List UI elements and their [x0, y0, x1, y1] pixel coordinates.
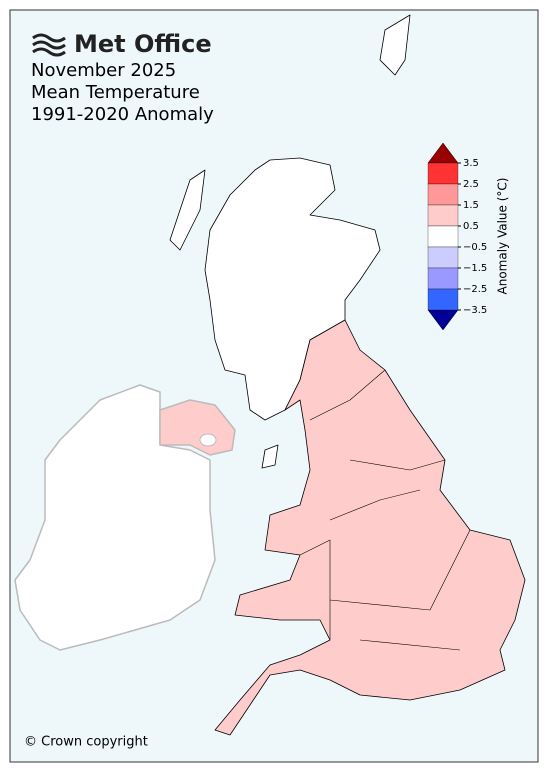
wave [32, 40, 66, 50]
colorbar-tick-label: −2.5 [463, 284, 487, 295]
england-wales [214, 319, 526, 736]
wave [32, 33, 66, 43]
colorbar-bin [427, 204, 459, 227]
period: 1991-2020 Anomaly [31, 104, 214, 125]
colorbar-tick-label: −3.5 [463, 305, 487, 316]
colorbar-bin [427, 225, 459, 248]
wave [32, 47, 66, 57]
map [14, 14, 526, 736]
colorbar-bin [427, 162, 459, 185]
title: November 2025 [31, 60, 176, 81]
colorbar-bin [427, 267, 459, 290]
colorbar-tick-label: 3.5 [463, 158, 479, 169]
colorbar-tick-label: 0.5 [463, 221, 479, 232]
ireland [14, 384, 216, 651]
colorbar-tick-label: 2.5 [463, 179, 479, 190]
colorbar-tick-label: −0.5 [463, 242, 487, 253]
colorbar-tick-label: 1.5 [463, 200, 479, 211]
region-borders [299, 369, 471, 651]
subtitle: Mean Temperature [31, 82, 200, 103]
islands [169, 14, 411, 469]
scotland [204, 157, 381, 421]
copyright: © Crown copyright [24, 735, 148, 750]
logo-waves [32, 33, 66, 57]
brand: Met Office [74, 30, 212, 58]
colorbar: 3.5 2.5 1.5 0.5 −0.5 −1.5 −2.5 −3.5 [427, 142, 487, 331]
colorbar-tick-label: −1.5 [463, 263, 487, 274]
colorbar-bin [427, 246, 459, 269]
colorbar-bin [427, 288, 459, 311]
colorbar-bin [427, 183, 459, 206]
colorbar-label: Anomaly Value (°C) [496, 178, 510, 295]
lough-neagh [199, 433, 217, 447]
